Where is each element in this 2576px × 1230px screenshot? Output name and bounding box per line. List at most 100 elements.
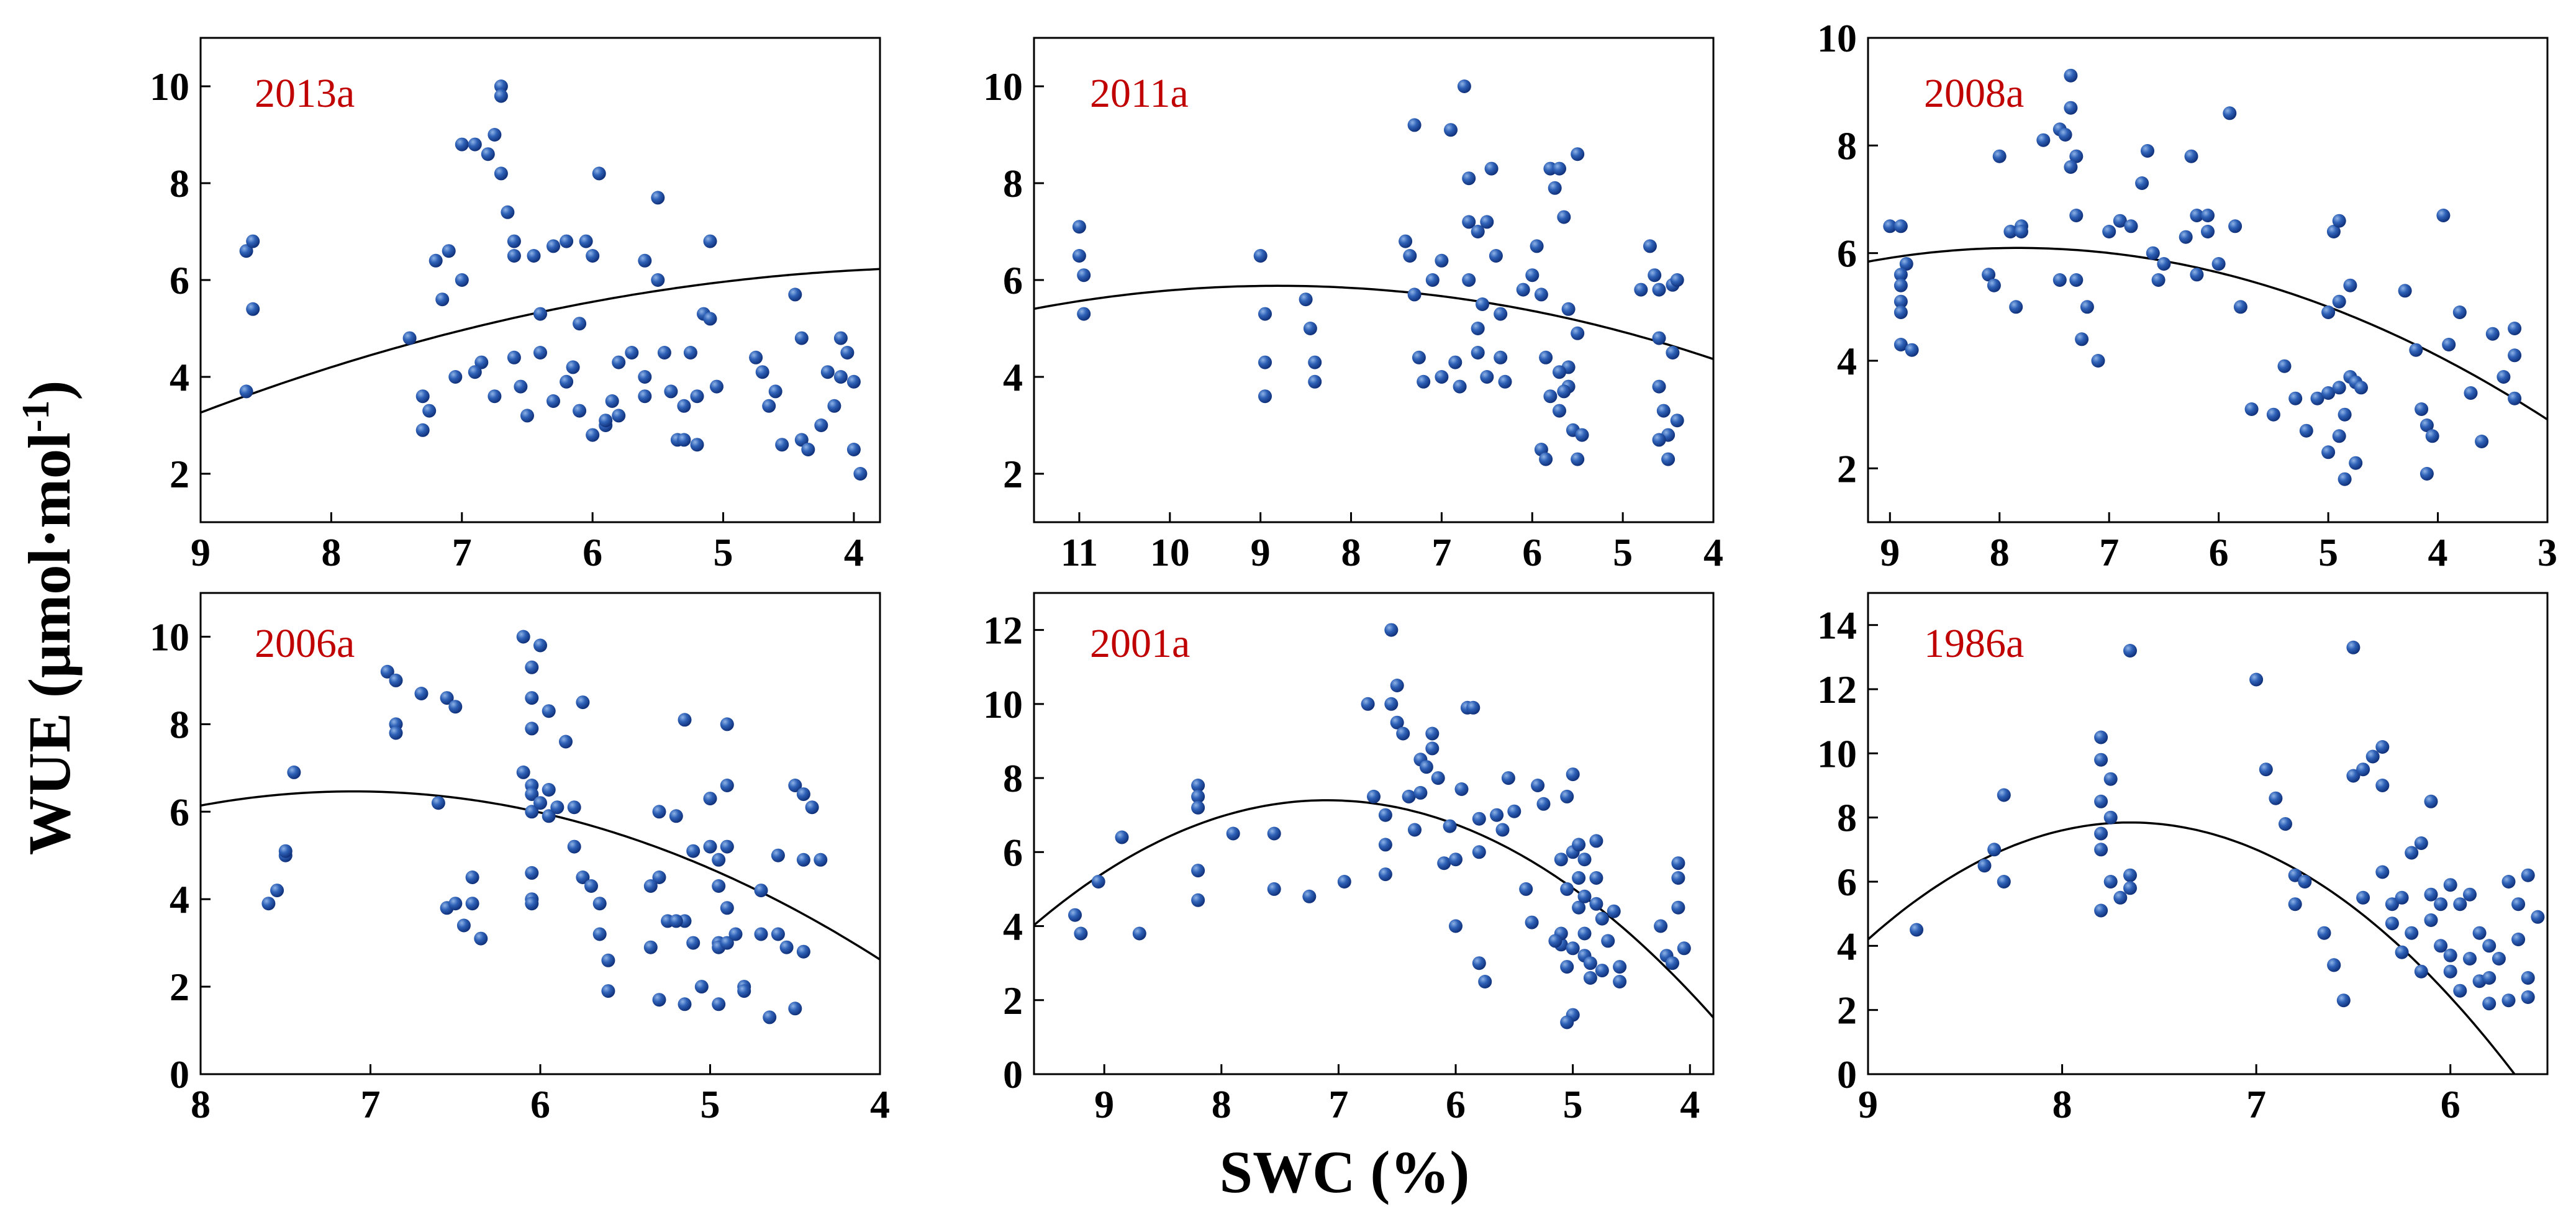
data-point — [525, 721, 539, 736]
data-point — [686, 936, 701, 950]
data-point — [1402, 789, 1416, 803]
data-point — [720, 901, 734, 915]
data-point — [1449, 919, 1463, 933]
data-point — [380, 664, 394, 679]
data-point — [1407, 287, 1422, 302]
data-point — [690, 438, 704, 452]
data-point — [2103, 875, 2118, 889]
data-point — [415, 389, 430, 404]
data-point — [1384, 697, 1399, 711]
data-point — [1476, 297, 1489, 311]
data-point — [652, 805, 666, 819]
data-point — [2036, 133, 2051, 147]
data-point — [638, 253, 652, 268]
data-point — [788, 779, 802, 792]
data-point — [1494, 307, 1508, 321]
data-point — [820, 365, 835, 379]
data-point — [1561, 302, 1576, 316]
data-point — [2395, 945, 2409, 959]
plot-frame — [1867, 592, 2549, 1075]
data-point — [573, 317, 587, 331]
data-point — [833, 370, 848, 384]
data-point — [2201, 209, 2215, 222]
y-tick-label: 8 — [1003, 756, 1023, 800]
data-point — [1652, 283, 1666, 297]
data-point — [2003, 225, 2018, 238]
data-point — [2135, 176, 2149, 190]
data-point — [2482, 939, 2497, 953]
data-point — [576, 695, 590, 710]
data-point — [796, 852, 810, 867]
data-point — [2375, 779, 2390, 792]
data-point — [1494, 350, 1508, 364]
data-point — [1671, 871, 1685, 885]
data-point — [1607, 904, 1621, 918]
data-point — [468, 137, 482, 151]
data-point — [1425, 273, 1440, 287]
data-point — [1408, 823, 1422, 837]
y-tick-label: 10 — [150, 65, 189, 109]
data-point — [2414, 964, 2428, 979]
data-point — [2064, 68, 2078, 83]
data-point — [2405, 926, 2419, 940]
data-point — [2420, 418, 2434, 432]
data-point — [1480, 370, 1494, 384]
data-point — [2452, 305, 2467, 319]
data-point — [2288, 391, 2303, 405]
data-point — [2228, 219, 2243, 233]
data-point — [814, 418, 828, 432]
data-point — [2288, 868, 2302, 882]
data-point — [2338, 407, 2352, 422]
y-tick-label: 4 — [1837, 339, 1857, 383]
data-point — [1893, 219, 1908, 233]
data-point — [1554, 852, 1568, 867]
x-tick-label: 6 — [1522, 530, 1542, 574]
data-point — [465, 870, 479, 884]
data-point — [1595, 964, 1609, 978]
data-point — [422, 404, 437, 418]
x-tick-label: 7 — [1431, 530, 1451, 574]
data-point — [546, 239, 560, 253]
data-point — [525, 897, 539, 911]
data-point — [643, 940, 658, 954]
y-tick-label: 2 — [170, 452, 189, 496]
y-tick-label: 10 — [1817, 731, 1857, 776]
x-tick-label: 5 — [2318, 530, 2338, 574]
data-point — [1267, 882, 1281, 896]
data-point — [788, 1002, 802, 1016]
data-point — [2157, 257, 2171, 271]
data-point — [1910, 923, 1924, 937]
data-point — [2501, 875, 2516, 889]
data-point — [2102, 225, 2116, 238]
x-tick-label: 6 — [583, 530, 602, 574]
data-point — [2321, 305, 2336, 319]
data-point — [1536, 797, 1551, 811]
data-point — [728, 927, 743, 941]
data-point — [2113, 214, 2127, 228]
data-point — [1435, 370, 1449, 384]
data-point — [468, 365, 482, 379]
x-tick-label: 9 — [191, 530, 211, 574]
data-point — [1893, 294, 1908, 309]
data-point — [514, 379, 528, 394]
x-tick-label: 9 — [1251, 530, 1271, 574]
data-point — [239, 384, 253, 399]
data-point — [775, 438, 789, 452]
y-tick-label: 6 — [1003, 830, 1023, 874]
data-point — [1453, 379, 1467, 394]
data-point — [2349, 456, 2363, 470]
data-point — [2123, 644, 2137, 658]
x-tick-label: 6 — [2209, 530, 2229, 574]
data-point — [2094, 843, 2108, 857]
data-point — [429, 253, 443, 268]
data-point — [1577, 852, 1592, 867]
data-point — [1419, 760, 1433, 774]
data-point — [2398, 284, 2412, 298]
data-point — [1413, 785, 1428, 800]
data-point — [1577, 926, 1592, 941]
data-point — [2356, 762, 2370, 777]
panel-2013a: 2013a 9 8 7 6 5 4 2 4 6 8 10 — [150, 37, 881, 574]
data-point — [599, 414, 613, 428]
data-point — [2211, 257, 2226, 271]
